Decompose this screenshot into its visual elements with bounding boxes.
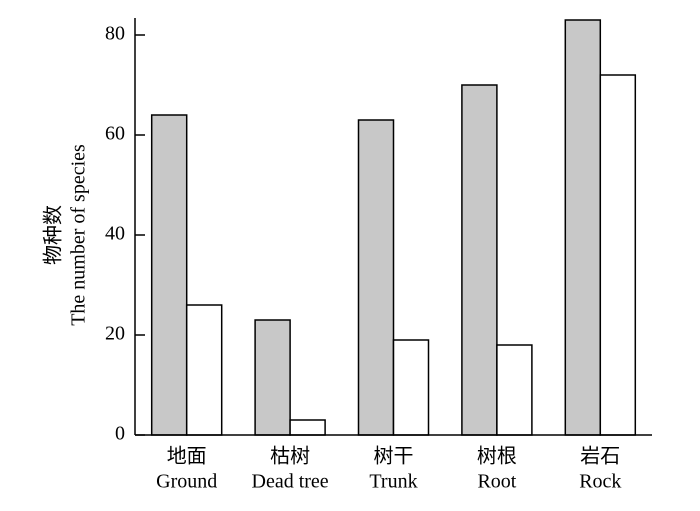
bar xyxy=(496,344,533,436)
y-tick-label: 20 xyxy=(105,323,125,345)
bar xyxy=(357,119,395,436)
x-tick-label: Rock xyxy=(579,471,621,493)
x-tick-label: Ground xyxy=(156,471,217,493)
y-axis-label: 物种数 xyxy=(42,205,65,265)
bar xyxy=(564,19,602,436)
x-tick-label: 树根 xyxy=(477,445,517,468)
bar xyxy=(599,74,637,436)
y-tick-label: 0 xyxy=(115,423,125,445)
bar xyxy=(185,304,223,436)
x-tick-label: Trunk xyxy=(369,471,417,493)
bar xyxy=(461,84,498,436)
bar xyxy=(289,419,326,436)
bar xyxy=(392,339,430,436)
x-tick-label: Dead tree xyxy=(252,471,329,493)
y-axis-label: The number of species xyxy=(68,144,90,326)
x-tick-label: Root xyxy=(477,471,516,493)
x-tick-label: 枯树 xyxy=(270,445,310,468)
y-tick-label: 80 xyxy=(105,23,125,45)
x-tick-label: 岩石 xyxy=(580,445,620,468)
bar xyxy=(254,319,291,436)
x-tick-label: 树干 xyxy=(374,445,414,468)
y-tick-label: 40 xyxy=(105,223,125,245)
bar xyxy=(150,114,188,436)
x-tick-label: 地面 xyxy=(167,445,207,468)
y-tick-label: 60 xyxy=(105,123,125,145)
